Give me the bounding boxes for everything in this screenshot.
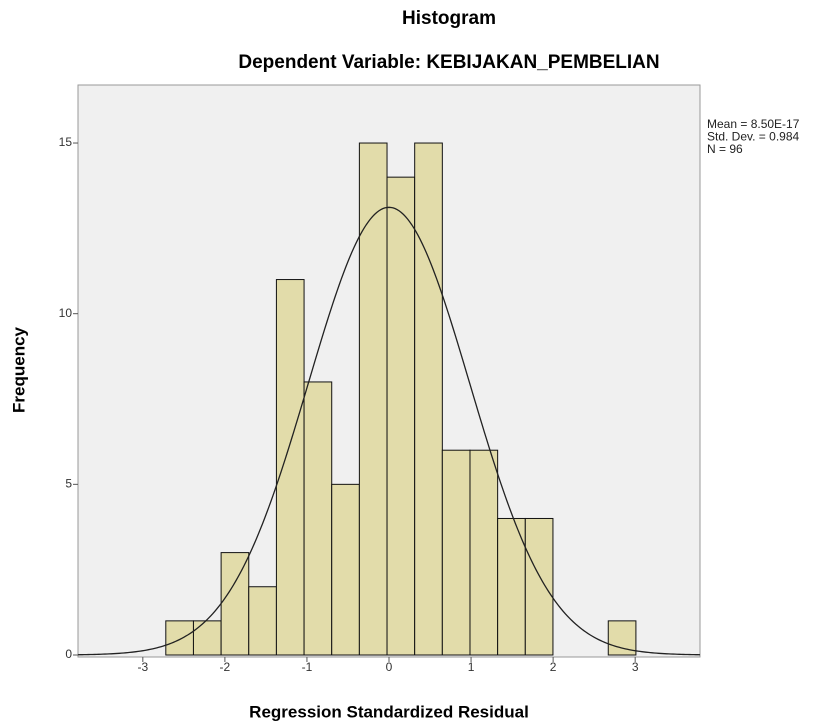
x-tick-label: -1 [302, 660, 313, 674]
stat-label: Std. Dev. = 0.984 [707, 130, 799, 144]
y-tick-label: 0 [65, 647, 72, 661]
bar [469, 449, 499, 656]
y-tick-label: 5 [65, 477, 72, 491]
x-tick-label: -3 [137, 660, 148, 674]
x-tick-label: 1 [468, 660, 475, 674]
bar [275, 279, 305, 656]
bar [414, 142, 443, 656]
bar [358, 142, 388, 656]
y-axis-label: Frequency [9, 326, 28, 413]
chart-title: Histogram [402, 8, 496, 29]
bar [303, 381, 333, 656]
chart-subtitle: Dependent Variable: KEBIJAKAN_PEMBELIAN [238, 52, 659, 73]
x-axis-label: Regression Standardized Residual [249, 702, 529, 721]
bar [441, 449, 471, 656]
x-tick-label: 2 [550, 660, 557, 674]
bar [220, 552, 250, 656]
bar [607, 620, 637, 656]
x-tick-label: 0 [386, 660, 393, 674]
stat-label: Mean = 8.50E-17 [707, 117, 800, 131]
bar [248, 586, 277, 656]
bar [497, 517, 526, 656]
y-tick-label: 10 [59, 306, 73, 320]
normal-curve [77, 206, 701, 656]
bar [192, 620, 222, 656]
stat-label: N = 96 [707, 142, 743, 156]
bar [524, 517, 554, 656]
x-tick-label: -2 [220, 660, 231, 674]
bar [165, 620, 194, 656]
bar [331, 483, 360, 656]
bar [386, 176, 416, 656]
x-tick-label: 3 [632, 660, 639, 674]
y-tick-label: 15 [59, 135, 73, 149]
